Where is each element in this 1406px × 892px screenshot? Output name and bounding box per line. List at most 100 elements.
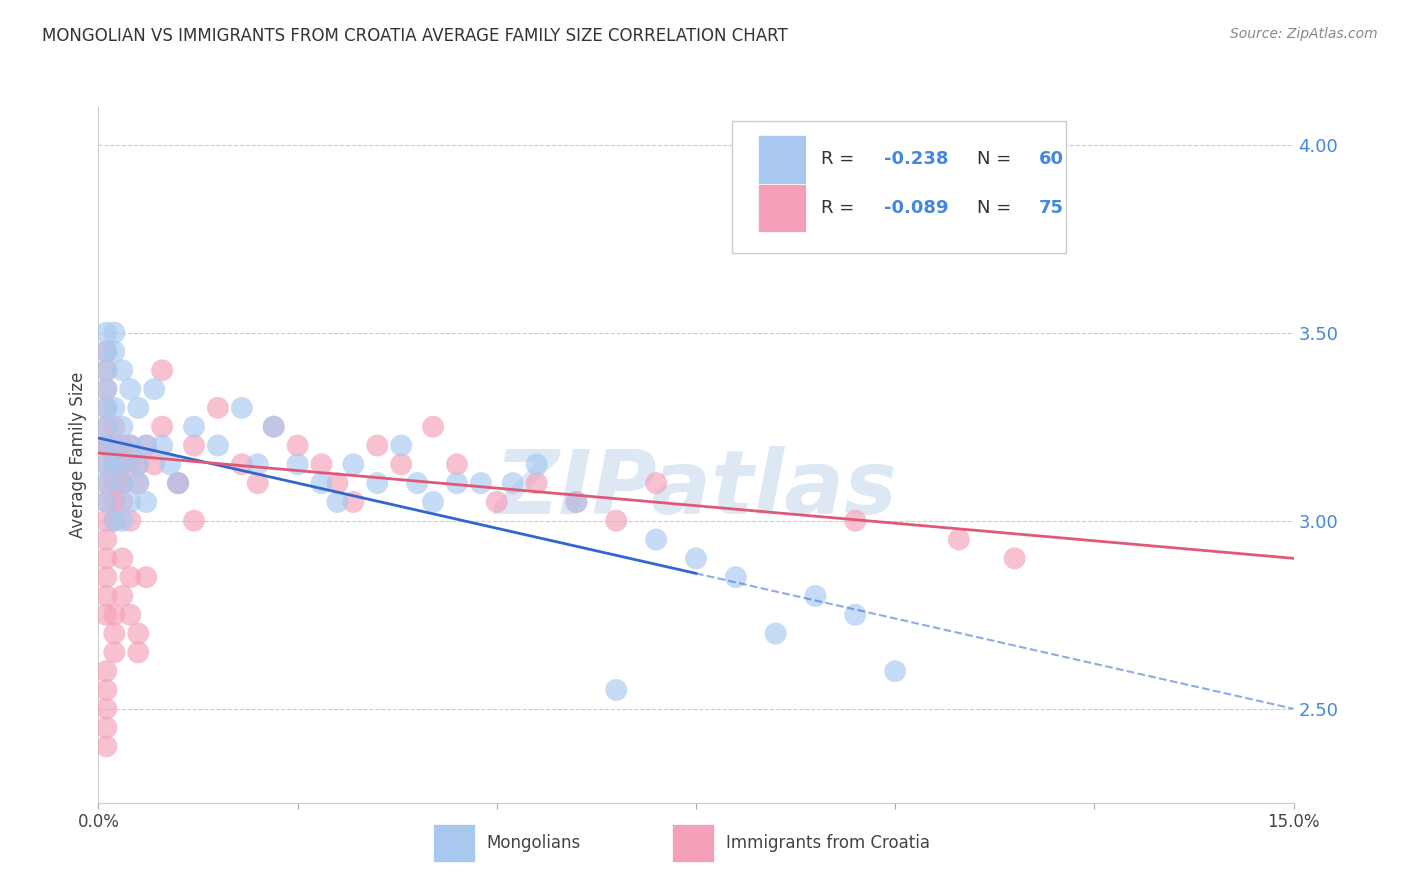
- Point: [96, 476, 118, 491]
- Point: [389, 458, 412, 472]
- Point: [96, 551, 118, 566]
- Point: [485, 495, 508, 509]
- Point: [127, 476, 149, 491]
- Text: R =: R =: [821, 199, 860, 217]
- Point: [342, 458, 364, 472]
- Point: [96, 589, 118, 603]
- Point: [120, 458, 142, 472]
- Point: [103, 458, 125, 472]
- Point: [103, 458, 125, 472]
- Point: [96, 739, 118, 754]
- Point: [884, 664, 907, 678]
- Text: N =: N =: [977, 150, 1017, 169]
- Text: Source: ZipAtlas.com: Source: ZipAtlas.com: [1230, 27, 1378, 41]
- Point: [120, 438, 142, 452]
- Point: [103, 476, 125, 491]
- Point: [96, 683, 118, 698]
- Point: [135, 495, 157, 509]
- Point: [111, 476, 134, 491]
- Point: [127, 458, 149, 472]
- Text: -0.238: -0.238: [883, 150, 948, 169]
- Point: [103, 438, 125, 452]
- Text: R =: R =: [821, 150, 860, 169]
- Point: [183, 419, 205, 434]
- Text: 75: 75: [1039, 199, 1064, 217]
- Point: [844, 514, 866, 528]
- Point: [103, 626, 125, 640]
- Point: [111, 419, 134, 434]
- Text: Mongolians: Mongolians: [486, 834, 581, 852]
- Point: [311, 458, 333, 472]
- Point: [111, 476, 134, 491]
- Point: [103, 458, 125, 472]
- FancyBboxPatch shape: [733, 121, 1067, 253]
- Point: [103, 607, 125, 622]
- Point: [127, 401, 149, 415]
- Point: [96, 344, 118, 359]
- Point: [389, 438, 412, 452]
- Point: [96, 363, 118, 377]
- Point: [96, 419, 118, 434]
- Point: [287, 438, 309, 452]
- Point: [127, 645, 149, 659]
- Point: [120, 438, 142, 452]
- Point: [422, 419, 444, 434]
- Point: [103, 419, 125, 434]
- Text: MONGOLIAN VS IMMIGRANTS FROM CROATIA AVERAGE FAMILY SIZE CORRELATION CHART: MONGOLIAN VS IMMIGRANTS FROM CROATIA AVE…: [42, 27, 787, 45]
- Point: [150, 419, 173, 434]
- Point: [183, 438, 205, 452]
- Point: [103, 326, 125, 340]
- Text: -0.089: -0.089: [883, 199, 948, 217]
- Point: [127, 626, 149, 640]
- Point: [135, 570, 157, 584]
- Point: [605, 683, 627, 698]
- Point: [96, 419, 118, 434]
- Point: [111, 363, 134, 377]
- Point: [111, 458, 134, 472]
- Point: [96, 664, 118, 678]
- Point: [183, 514, 205, 528]
- Point: [844, 607, 866, 622]
- Point: [366, 476, 388, 491]
- Point: [96, 495, 118, 509]
- Point: [150, 363, 173, 377]
- Point: [207, 438, 229, 452]
- Point: [103, 514, 125, 528]
- Text: N =: N =: [977, 199, 1017, 217]
- Point: [96, 721, 118, 735]
- Point: [287, 458, 309, 472]
- Point: [446, 458, 468, 472]
- Bar: [672, 823, 714, 862]
- Point: [127, 476, 149, 491]
- Point: [246, 458, 269, 472]
- Point: [765, 626, 787, 640]
- Point: [96, 570, 118, 584]
- Point: [103, 514, 125, 528]
- Point: [311, 476, 333, 491]
- Point: [96, 363, 118, 377]
- Point: [326, 476, 349, 491]
- Point: [96, 344, 118, 359]
- Point: [263, 419, 285, 434]
- Point: [96, 326, 118, 340]
- Point: [143, 382, 166, 396]
- Point: [526, 476, 548, 491]
- Point: [96, 533, 118, 547]
- Point: [526, 458, 548, 472]
- Point: [96, 702, 118, 716]
- Point: [111, 495, 134, 509]
- Point: [120, 607, 142, 622]
- Point: [120, 514, 142, 528]
- Point: [422, 495, 444, 509]
- Point: [120, 570, 142, 584]
- Point: [231, 458, 253, 472]
- Point: [96, 382, 118, 396]
- Point: [103, 401, 125, 415]
- Text: Immigrants from Croatia: Immigrants from Croatia: [725, 834, 929, 852]
- Point: [150, 438, 173, 452]
- Point: [263, 419, 285, 434]
- Point: [143, 458, 166, 472]
- Point: [502, 476, 524, 491]
- Point: [326, 495, 349, 509]
- Point: [685, 551, 707, 566]
